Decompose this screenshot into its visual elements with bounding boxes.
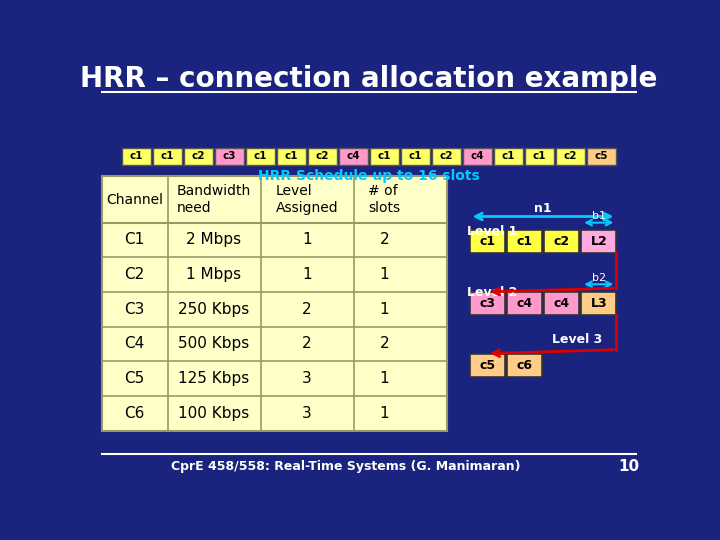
Text: n1: n1 [534,202,552,215]
Text: c2: c2 [564,151,577,161]
Text: 1: 1 [379,371,390,386]
Text: 3: 3 [302,406,312,421]
FancyBboxPatch shape [507,354,542,377]
Text: 2 Mbps: 2 Mbps [186,233,242,247]
Text: b2: b2 [592,273,606,283]
Text: c1: c1 [533,151,546,161]
Text: C2: C2 [125,267,145,282]
Text: c1: c1 [284,151,298,161]
FancyBboxPatch shape [556,148,585,165]
FancyBboxPatch shape [494,148,523,165]
Text: Level 3: Level 3 [552,333,602,346]
Text: c4: c4 [554,297,570,310]
FancyBboxPatch shape [525,148,554,165]
FancyBboxPatch shape [184,148,213,165]
FancyBboxPatch shape [339,148,368,165]
FancyBboxPatch shape [507,292,542,315]
Text: HRR Schedule up to 16 slots: HRR Schedule up to 16 slots [258,168,480,183]
Text: L3: L3 [590,297,607,310]
Text: C6: C6 [125,406,145,421]
FancyBboxPatch shape [587,148,616,165]
Text: c6: c6 [516,359,532,372]
FancyBboxPatch shape [215,148,244,165]
Text: 2: 2 [302,336,312,352]
FancyBboxPatch shape [507,231,542,253]
Text: c1: c1 [502,151,516,161]
Text: 1: 1 [379,302,390,317]
FancyBboxPatch shape [463,148,492,165]
Text: Bandwidth
need: Bandwidth need [177,185,251,215]
Text: c5: c5 [595,151,608,161]
Text: c1: c1 [253,151,267,161]
Text: C3: C3 [125,302,145,317]
Text: C4: C4 [125,336,145,352]
Text: 1 Mbps: 1 Mbps [186,267,242,282]
Text: c2: c2 [440,151,454,161]
Text: c1: c1 [516,235,533,248]
Text: c4: c4 [471,151,485,161]
Text: 2: 2 [379,336,390,352]
Text: c1: c1 [409,151,422,161]
Text: 1: 1 [379,267,390,282]
FancyBboxPatch shape [469,231,505,253]
FancyBboxPatch shape [432,148,462,165]
Text: 2: 2 [379,233,390,247]
Text: C1: C1 [125,233,145,247]
Text: 100 Kbps: 100 Kbps [179,406,250,421]
FancyBboxPatch shape [370,148,399,165]
Text: Level 2: Level 2 [467,286,518,299]
Text: CprE 458/558: Real-Time Systems (G. Manimaran): CprE 458/558: Real-Time Systems (G. Mani… [171,460,521,473]
Text: 500 Kbps: 500 Kbps [179,336,250,352]
Text: 2: 2 [302,302,312,317]
Text: c4: c4 [347,151,360,161]
FancyBboxPatch shape [469,354,505,377]
Text: 10: 10 [618,459,639,474]
Text: c3: c3 [222,151,236,161]
Text: c1: c1 [161,151,174,161]
FancyBboxPatch shape [469,292,505,315]
FancyBboxPatch shape [246,148,275,165]
Text: L2: L2 [590,235,607,248]
Text: c1: c1 [479,235,495,248]
Text: c2: c2 [192,151,205,161]
FancyBboxPatch shape [544,231,579,253]
Text: c4: c4 [516,297,533,310]
Text: C5: C5 [125,371,145,386]
Text: 1: 1 [379,406,390,421]
Text: b1: b1 [592,212,606,221]
FancyBboxPatch shape [153,148,182,165]
FancyBboxPatch shape [401,148,431,165]
Text: 125 Kbps: 125 Kbps [179,371,250,386]
FancyBboxPatch shape [307,148,337,165]
FancyBboxPatch shape [581,292,616,315]
Text: c2: c2 [554,235,570,248]
Text: c1: c1 [130,151,143,161]
Text: Level
Assigned: Level Assigned [276,185,338,215]
FancyBboxPatch shape [122,148,151,165]
Text: c2: c2 [316,151,329,161]
Text: 1: 1 [302,233,312,247]
FancyBboxPatch shape [276,148,306,165]
Text: Level 1: Level 1 [467,225,518,238]
Text: c3: c3 [480,297,495,310]
Text: Channel: Channel [106,193,163,206]
Text: 1: 1 [302,267,312,282]
Text: 250 Kbps: 250 Kbps [179,302,250,317]
Text: # of
slots: # of slots [369,185,400,215]
FancyBboxPatch shape [581,231,616,253]
FancyBboxPatch shape [102,177,446,430]
Text: c1: c1 [378,151,391,161]
Text: HRR – connection allocation example: HRR – connection allocation example [81,65,657,93]
Text: 3: 3 [302,371,312,386]
FancyBboxPatch shape [544,292,579,315]
Text: c5: c5 [479,359,495,372]
